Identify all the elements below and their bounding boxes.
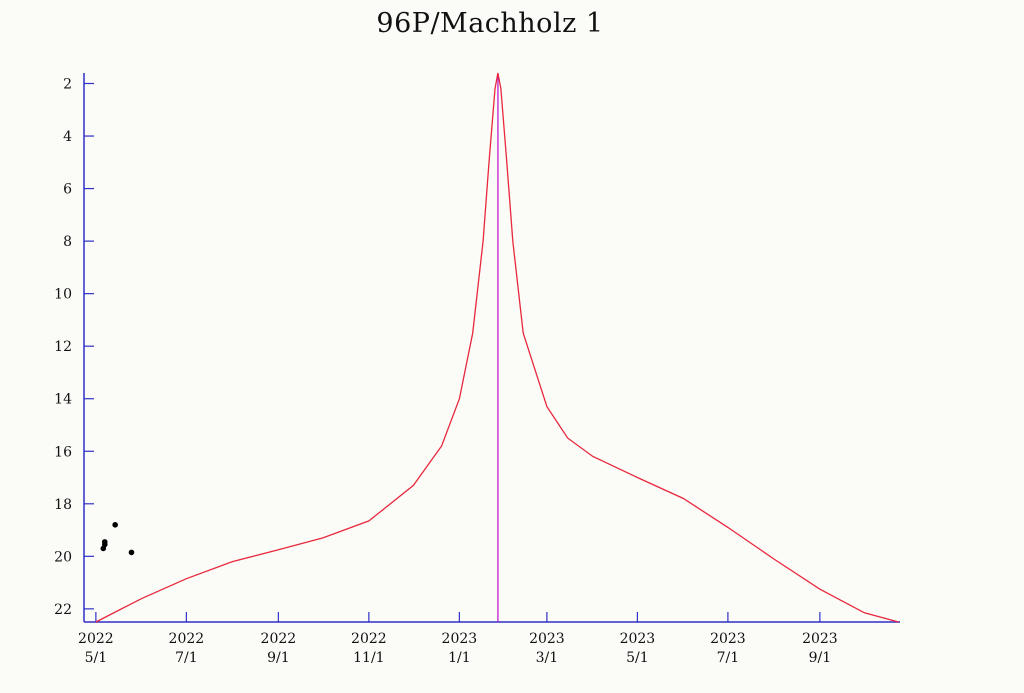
y-tick-label: 16 (54, 444, 72, 460)
x-tick-year: 2022 (78, 631, 114, 647)
y-tick-label: 14 (54, 392, 72, 408)
x-tick-date: 11/1 (353, 650, 384, 666)
predicted-magnitude-line (95, 72, 899, 623)
observation-point (101, 539, 108, 545)
x-tick-date: 5/1 (626, 650, 649, 666)
x-tick-year: 2023 (710, 631, 746, 647)
x-tick-date: 1/1 (448, 650, 471, 666)
chart-title: 96P/Machholz 1 (376, 8, 604, 39)
x-tick-year: 2023 (442, 631, 478, 647)
observation-point (112, 522, 118, 528)
y-tick-label: 18 (54, 497, 72, 513)
y-tick-label: 8 (63, 234, 72, 250)
y-tick-label: 6 (63, 182, 72, 198)
observation-point (128, 549, 135, 556)
x-tick-date: 9/1 (809, 650, 832, 666)
y-tick-label: 12 (54, 339, 72, 355)
x-tick-date: 7/1 (717, 650, 740, 666)
y-tick-label: 2 (63, 77, 72, 93)
x-tick-year: 2022 (169, 631, 205, 647)
y-tick-label: 4 (63, 129, 72, 145)
x-tick-date: 7/1 (175, 650, 198, 666)
x-tick-year: 2022 (351, 631, 387, 647)
x-tick-year: 2023 (620, 631, 656, 647)
y-tick-label: 22 (54, 602, 72, 618)
x-tick-date: 9/1 (267, 650, 290, 666)
x-tick-year: 2023 (802, 631, 838, 647)
x-tick-date: 3/1 (536, 650, 559, 666)
x-tick-year: 2023 (529, 631, 565, 647)
y-tick-label: 10 (54, 287, 72, 303)
y-tick-label: 20 (54, 549, 72, 565)
x-tick-date: 5/1 (85, 650, 108, 666)
x-tick-year: 2022 (261, 631, 297, 647)
